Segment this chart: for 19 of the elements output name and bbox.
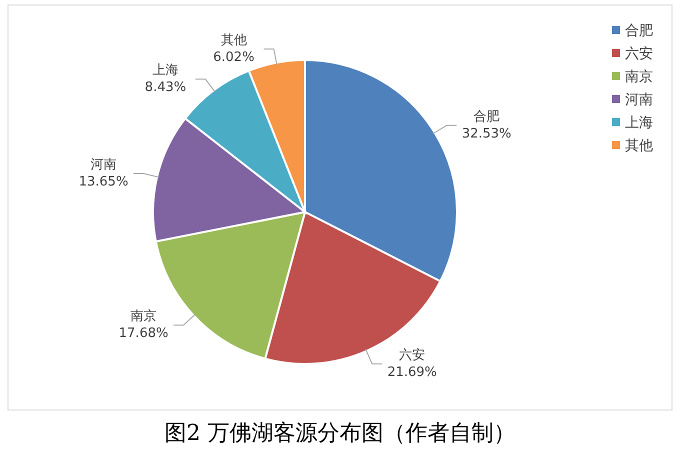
slice-label: 上海 bbox=[152, 63, 178, 78]
slice-label: 河南 bbox=[90, 158, 117, 172]
data-label: 6.02% bbox=[213, 50, 254, 65]
legend-label: 上海 bbox=[625, 115, 653, 131]
slice-label: 六安 bbox=[399, 346, 426, 363]
legend-label: 六安 bbox=[625, 46, 653, 62]
data-label: 21.69% bbox=[387, 364, 437, 380]
legend-label: 合肥 bbox=[625, 23, 653, 39]
legend-label: 南京 bbox=[625, 69, 653, 85]
legend-label: 其他 bbox=[625, 138, 653, 154]
text: 图2 万佛湖客源分布图（作者自制） bbox=[164, 421, 516, 446]
legend-label: 河南 bbox=[625, 92, 653, 108]
slice-label: 南京 bbox=[130, 309, 157, 324]
data-label: 13.65% bbox=[78, 174, 128, 190]
data-label: 17.68% bbox=[118, 326, 168, 342]
data-label: 8.43% bbox=[144, 80, 186, 96]
slice-label: 合肥 bbox=[474, 109, 500, 124]
data-label: 32.53% bbox=[462, 126, 512, 142]
slice-label: 其他 bbox=[220, 32, 247, 48]
